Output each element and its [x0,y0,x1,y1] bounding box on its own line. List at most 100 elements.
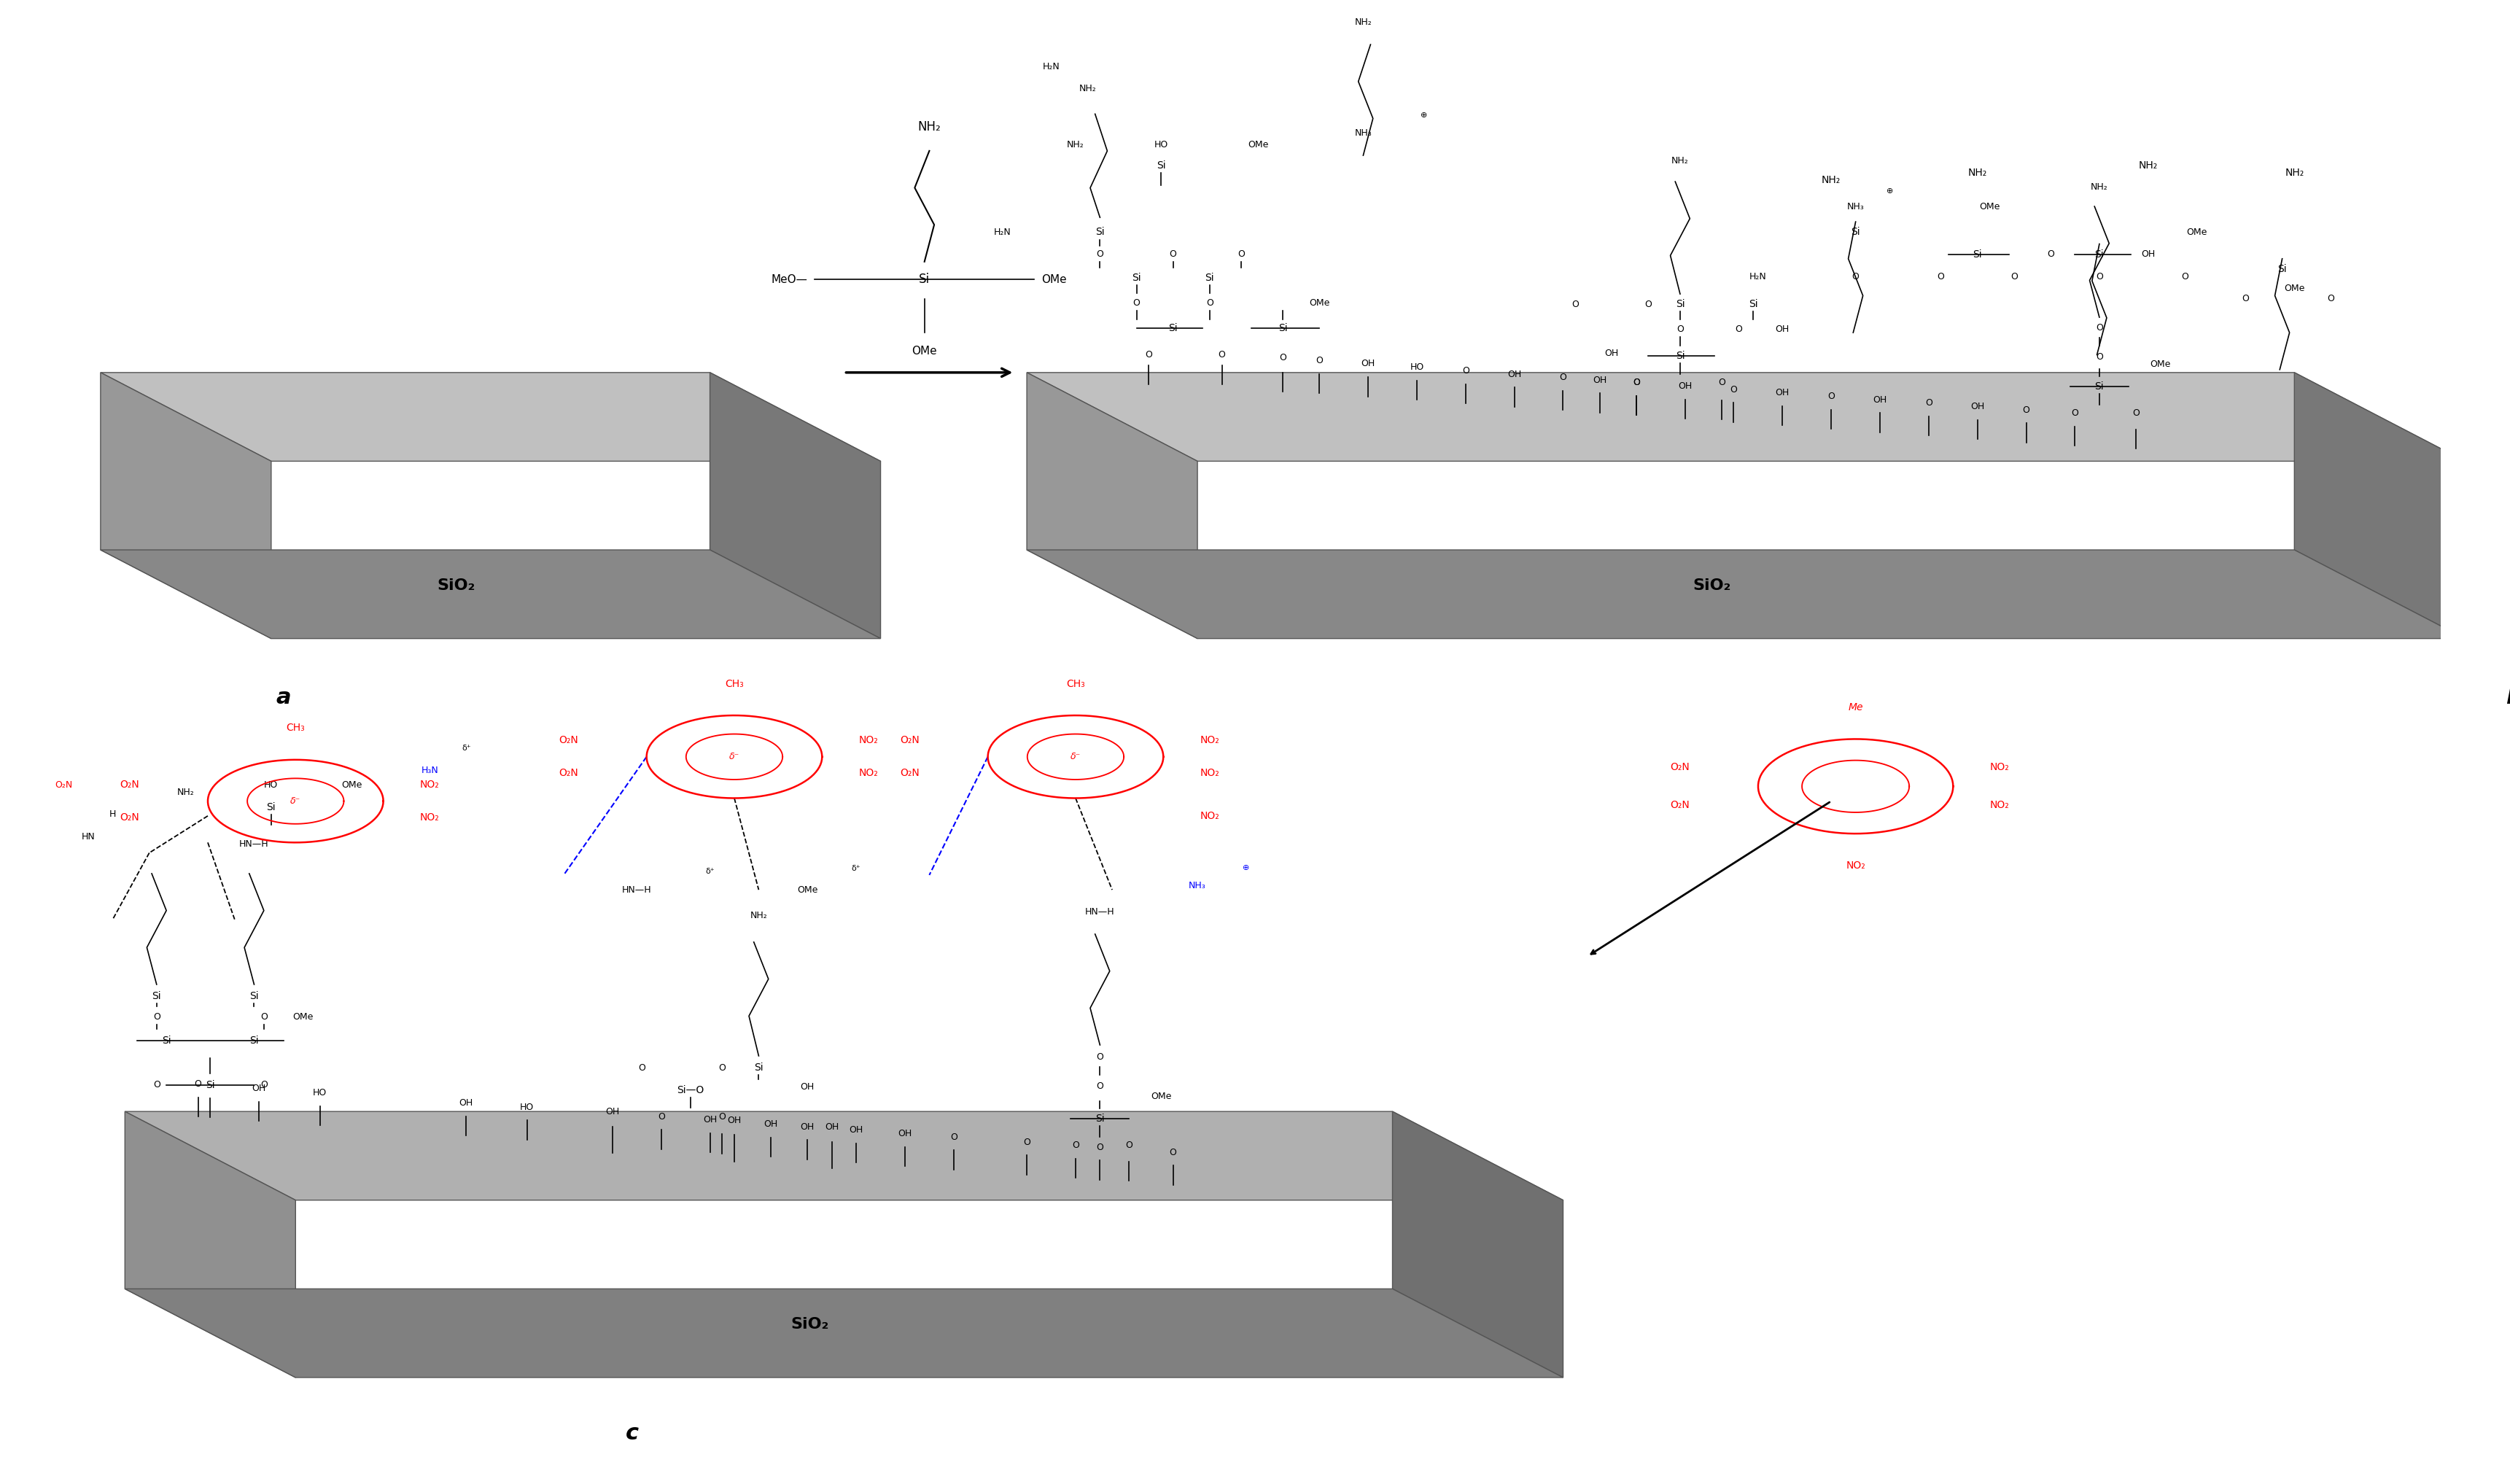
Text: H₃N: H₃N [422,766,439,775]
Text: Si: Si [1094,1114,1104,1123]
Text: O₂N: O₂N [1669,800,1689,810]
Text: NH₂: NH₂ [178,788,193,797]
Text: OMe: OMe [1042,275,1067,285]
Text: O: O [1632,378,1639,387]
Text: HO: HO [1411,362,1423,372]
Text: O: O [1571,300,1579,309]
Text: OMe: OMe [911,346,936,356]
Text: O: O [153,1080,161,1089]
Text: OH: OH [1509,370,1521,378]
Polygon shape [1393,1112,1564,1377]
Text: OH: OH [728,1116,740,1125]
Polygon shape [2294,372,2465,638]
Text: O: O [1938,272,1945,280]
Text: Si—O: Si—O [678,1085,703,1095]
Text: NH₂: NH₂ [1355,18,1373,27]
Text: NO₂: NO₂ [1990,763,2008,773]
Text: NH₂: NH₂ [1968,168,1988,178]
Text: SiO₂: SiO₂ [791,1316,828,1331]
Text: NH₂: NH₂ [1079,85,1097,93]
Text: O: O [2011,272,2018,280]
Text: HN—H: HN—H [238,840,269,849]
Text: δ⁻: δ⁻ [291,797,301,806]
Text: O: O [1632,378,1639,387]
Text: NO₂: NO₂ [1990,800,2008,810]
Text: OMe: OMe [2186,227,2206,237]
Text: OMe: OMe [2151,359,2171,370]
Text: OH: OH [1594,375,1606,384]
Polygon shape [100,372,881,462]
Text: NH₂: NH₂ [1672,156,1689,166]
Text: Si: Si [753,1063,763,1073]
Text: O: O [1170,249,1177,260]
Text: O: O [1729,384,1737,395]
Text: O₂N: O₂N [1669,763,1689,773]
Text: OMe: OMe [798,886,818,895]
Text: OH: OH [605,1107,620,1116]
Text: Si: Si [1094,227,1104,237]
Text: SiO₂: SiO₂ [437,579,474,592]
Text: O: O [1097,249,1104,260]
Text: OMe: OMe [294,1012,314,1021]
Polygon shape [126,1288,1564,1377]
Text: O: O [1717,378,1724,387]
Text: ⊕: ⊕ [1421,111,1428,119]
Text: NH₂: NH₂ [2091,183,2108,191]
Text: O: O [2096,352,2103,362]
Text: HO: HO [1155,141,1167,150]
Text: Si: Si [206,1080,216,1091]
Text: O: O [2023,405,2031,414]
Text: c: c [625,1423,638,1444]
Text: OH: OH [2141,249,2156,260]
Text: OH: OH [251,1083,266,1094]
Text: NO₂: NO₂ [1200,769,1220,779]
Text: O: O [2241,294,2249,303]
Text: OH: OH [1872,395,1888,405]
Text: H: H [110,810,115,819]
Text: O: O [718,1063,725,1073]
Polygon shape [1027,372,2465,462]
Text: O: O [1024,1137,1032,1147]
Text: NO₂: NO₂ [1200,735,1220,745]
Text: NO₂: NO₂ [419,813,439,822]
Text: a: a [276,687,291,708]
Text: O: O [1734,325,1742,334]
Text: NH₃: NH₃ [1355,129,1373,138]
Text: O: O [2096,272,2103,280]
Text: O: O [1644,300,1652,309]
Text: O: O [1925,398,1933,408]
Text: ⊕: ⊕ [1888,187,1893,194]
Text: O: O [1132,298,1140,307]
Text: CH₃: CH₃ [725,678,743,689]
Text: O: O [2096,324,2103,332]
Text: ⊕: ⊕ [1242,864,1250,871]
Text: CH₃: CH₃ [1067,678,1084,689]
Text: HO: HO [314,1088,326,1097]
Text: O: O [2048,249,2053,260]
Text: HN: HN [80,833,95,841]
Text: HO: HO [264,781,279,789]
Text: Si: Si [919,273,931,286]
Text: O: O [2327,294,2334,303]
Text: O: O [193,1079,201,1089]
Text: NH₂: NH₂ [919,120,941,134]
Text: O: O [1205,298,1212,307]
Text: O₂N: O₂N [120,779,141,789]
Text: OMe: OMe [2284,283,2304,292]
Text: O₂N: O₂N [901,735,919,745]
Text: OH: OH [848,1125,863,1135]
Text: OH: OH [1604,349,1619,358]
Text: δ⁻: δ⁻ [728,752,740,761]
Text: Me: Me [1847,702,1862,712]
Polygon shape [1027,551,2465,638]
Text: CH₃: CH₃ [286,723,304,733]
Text: O: O [2181,272,2189,280]
Text: O: O [1170,1147,1177,1158]
Text: NH₃: NH₃ [1847,202,1865,212]
Text: O: O [1677,325,1684,334]
Text: O₂N: O₂N [560,769,577,779]
Text: O: O [2071,408,2078,418]
Text: O: O [1559,372,1566,383]
Text: OH: OH [1970,402,1985,411]
Text: Si: Si [1677,300,1684,309]
